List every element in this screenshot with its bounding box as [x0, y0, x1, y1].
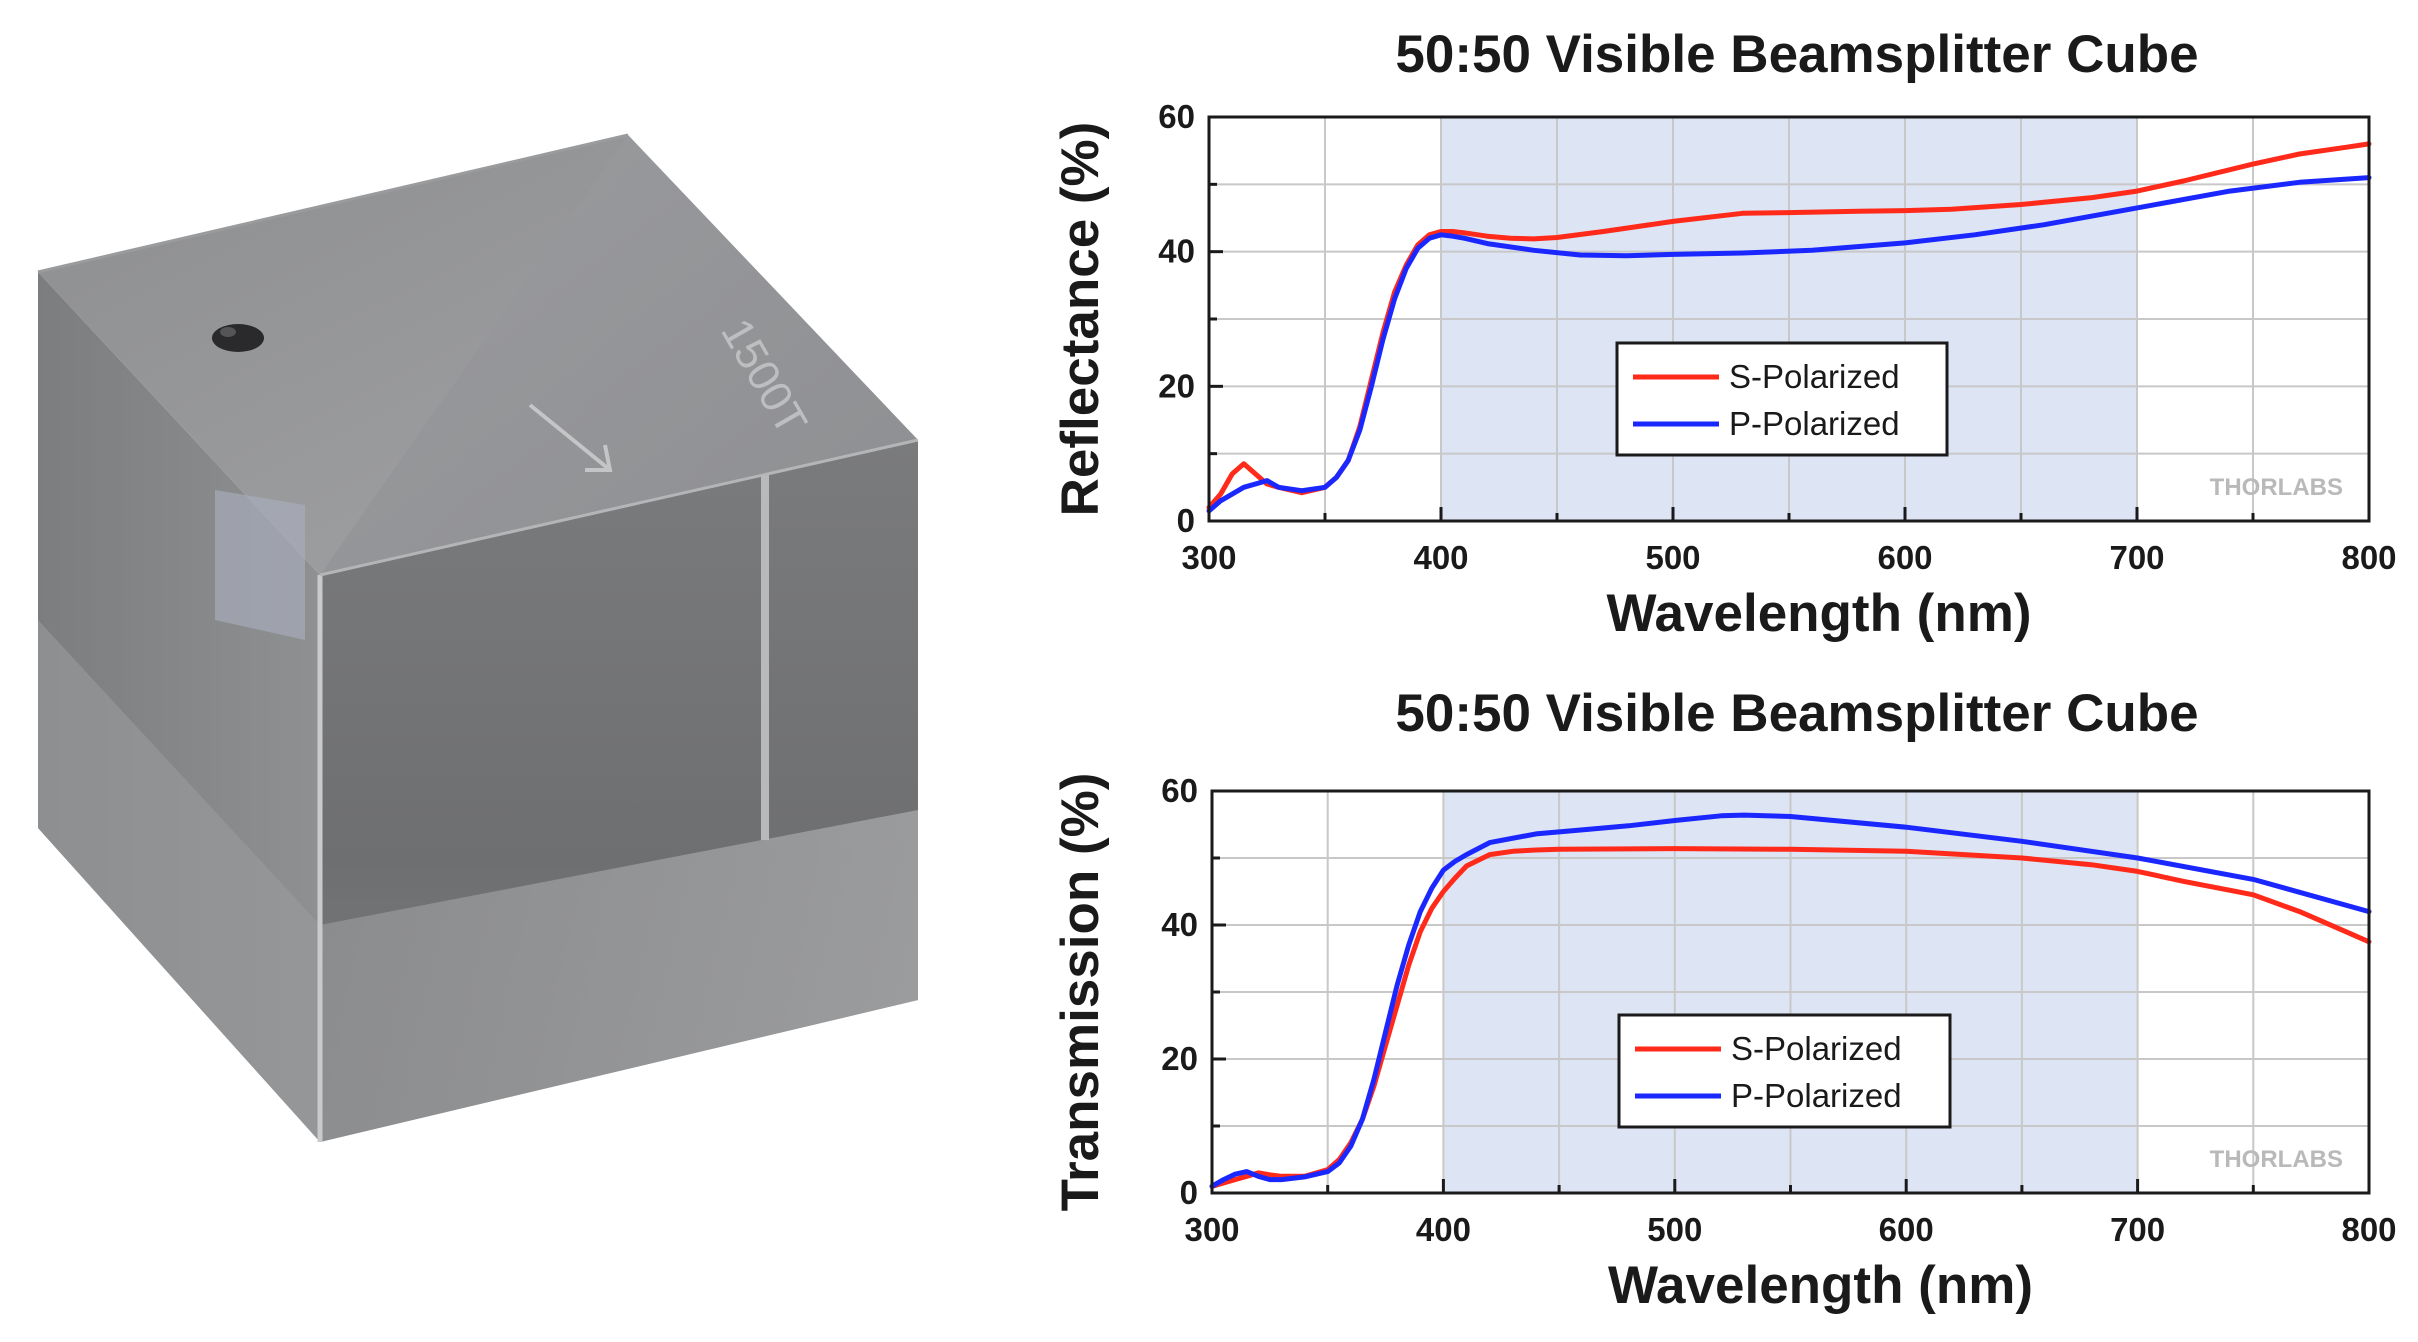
- x-tick-label: 600: [1877, 539, 1932, 576]
- x-tick-label: 800: [2341, 539, 2396, 576]
- cube-edge: [37, 133, 629, 274]
- legend-box: [1617, 1013, 1952, 1129]
- x-tick-label: 400: [1416, 1211, 1471, 1248]
- legend: S-Polarized P-Polarized: [1617, 1013, 1952, 1129]
- beamsplitter-cube-photo: 1500T: [37, 133, 919, 1142]
- y-tick-label: 0: [1180, 1174, 1198, 1211]
- reflectance-chart: 50:50 Visible Beamsplitter Cube 300 400 50…: [1051, 25, 2397, 643]
- cube-edge: [319, 438, 919, 577]
- chart-title: 50:50 Visible Beamsplitter Cube: [1395, 684, 2198, 743]
- x-tick-label: 300: [1181, 539, 1236, 576]
- cube-marking-dot: [212, 324, 264, 352]
- x-axis-label: Wavelength (nm): [1607, 584, 2032, 643]
- x-tick-label: 500: [1645, 539, 1700, 576]
- y-axis-label: Transmission (%): [1051, 773, 1110, 1212]
- x-tick-label: 600: [1879, 1211, 1934, 1248]
- y-tick-label: 20: [1158, 367, 1195, 404]
- cube-left-reflection: [215, 490, 305, 640]
- x-axis-label: Wavelength (nm): [1608, 1256, 2033, 1315]
- legend-label: S-Polarized: [1731, 1030, 1902, 1067]
- axis-ticks: [1210, 789, 2371, 1195]
- x-tick-label: 700: [2109, 539, 2164, 576]
- y-tick-label: 40: [1161, 906, 1198, 943]
- axis-ticks: [1207, 115, 2371, 523]
- transmission-chart: 50:50 Visible Beamsplitter Cube 300 400 50…: [1051, 684, 2397, 1315]
- legend-label: P-Polarized: [1729, 405, 1900, 442]
- watermark-logo: THORLABS: [2210, 474, 2343, 501]
- cube-top-ridge: [320, 135, 918, 575]
- cube-front-lower-band: [320, 810, 918, 1142]
- x-tick-label: 400: [1413, 539, 1468, 576]
- y-tick-label: 0: [1177, 502, 1195, 539]
- series-line-p-polarized: [1206, 175, 2372, 514]
- y-axis-label: Reflectance (%): [1051, 122, 1110, 517]
- x-tick-label: 800: [2341, 1211, 2396, 1248]
- legend-label: S-Polarized: [1729, 358, 1900, 395]
- cube-marking-dot: [220, 327, 236, 337]
- x-tick-label: 700: [2110, 1211, 2165, 1248]
- legend-label: P-Polarized: [1731, 1077, 1902, 1114]
- legend-box: [1615, 341, 1949, 457]
- engraved-arrow-head-icon: [585, 444, 613, 472]
- x-tick-label: 300: [1184, 1211, 1239, 1248]
- y-tick-label: 20: [1161, 1040, 1198, 1077]
- cube-left-lower-band: [38, 620, 320, 1142]
- y-tick-label: 40: [1158, 233, 1195, 270]
- x-tick-label: 500: [1647, 1211, 1702, 1248]
- y-tick-label: 60: [1161, 772, 1198, 809]
- chart-title: 50:50 Visible Beamsplitter Cube: [1395, 25, 2198, 84]
- watermark-logo: THORLABS: [2210, 1146, 2343, 1173]
- series-line-p-polarized: [1209, 812, 2372, 1189]
- engraved-arrow-icon: [528, 403, 612, 472]
- legend: S-Polarized P-Polarized: [1615, 341, 1949, 457]
- y-tick-label: 60: [1158, 98, 1195, 135]
